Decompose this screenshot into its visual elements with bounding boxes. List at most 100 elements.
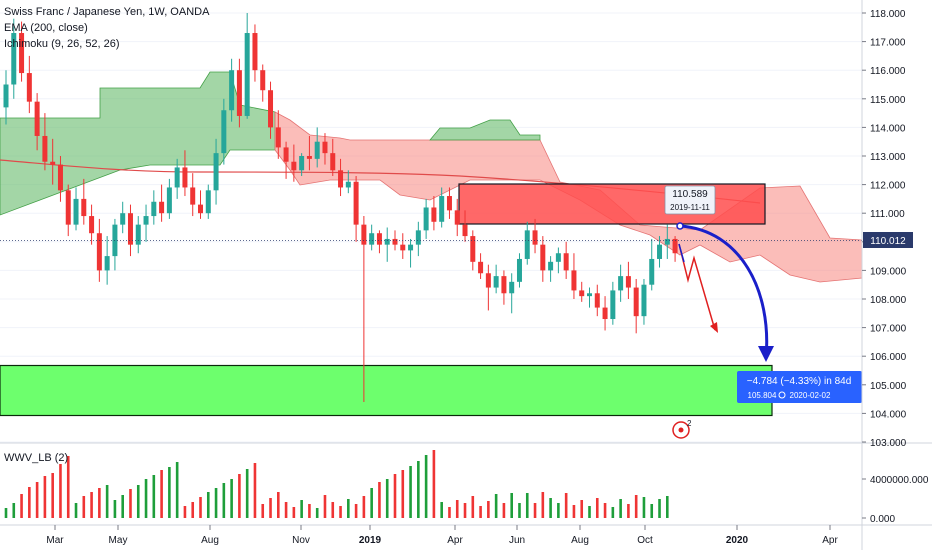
volume-bar [401,470,405,518]
time-axis[interactable]: Mar May Aug Nov 2019 Apr Jun Aug Oct 2020 Apr [46,525,838,546]
target-badge-icon[interactable]: 2 [672,419,692,439]
price-marker-date: 2019-11-11 [670,203,710,212]
time-tick-label: Nov [292,535,310,546]
candle-body [236,70,242,116]
time-tick-label: Apr [447,535,463,546]
volume-bar [494,494,498,518]
ichimoku-cloud [0,71,863,283]
candle-body [361,224,367,245]
volume-bar [603,503,607,518]
candle-body [454,210,460,225]
volume-bar [284,502,288,518]
candle-body [127,213,133,245]
price-tick-label: 112.000 [870,181,906,192]
candle-body [143,216,149,225]
price-tick-label: 114.000 [870,123,906,134]
volume-bar [222,483,226,518]
volume-bar [572,505,576,518]
candle-body [260,70,266,91]
candle-body [3,84,9,108]
forecast-arrow [679,224,769,359]
candle-body [485,273,491,288]
candle-body [540,244,546,271]
volume-bar [90,492,93,518]
candle-body [73,198,79,225]
volume-bar [362,496,366,518]
price-tick-label: 105.000 [870,381,907,392]
target-zone[interactable] [0,364,773,417]
volume-bar [432,450,436,518]
volume-bar [253,463,257,518]
time-tick-label: May [109,535,128,546]
candle-body [423,207,429,231]
ema-legend[interactable]: EMA (200, close) [4,22,88,34]
candle-body [205,190,211,214]
candle-body [618,276,624,291]
candle-body [548,261,554,271]
candle-body [571,270,577,291]
candle-body [120,213,126,225]
volume-bar [315,508,319,518]
volume-bar [471,496,475,518]
price-tick-label: 111.000 [870,209,905,220]
candle-body [470,236,476,262]
marker-point[interactable] [676,222,684,230]
volume-bar [642,497,646,518]
candle-body [283,147,289,162]
volume-bar [43,476,47,518]
candle-body [81,198,87,217]
candle-body [135,224,141,245]
volume-bar [308,504,311,518]
candle-body [610,290,616,320]
volume-bar [82,496,86,518]
candle-body [462,224,468,237]
candle-body [330,153,336,171]
candle-body [672,238,678,254]
volume-bar [28,487,31,518]
resistance-zone[interactable] [458,183,766,225]
measure-date: 2020-02-02 [790,391,831,400]
volume-bar [136,485,140,518]
volume-legend[interactable]: WWV_LB (2) [4,452,69,464]
price-marker-value: 110.589 [672,189,708,200]
price-tick-label: 106.000 [870,352,907,363]
candle-body [11,33,17,85]
candle-body [400,244,406,251]
candle-body [314,141,320,159]
volume-bar [292,507,296,518]
candle-body [664,238,670,245]
volume-bar [627,504,630,518]
volume-bar [487,501,490,518]
candle-body [338,170,344,188]
projection-path-2 [678,243,685,263]
volume-bar [417,461,420,518]
price-tick-label: 104.000 [870,409,907,420]
candle-body [182,167,188,188]
time-tick-label: Mar [46,535,64,546]
volume-bar [619,499,622,518]
ichimoku-legend[interactable]: Ichimoku (9, 26, 52, 26) [4,38,120,50]
cloud-bullish-area-2 [429,119,541,141]
volume-bar [206,492,210,518]
candle-body [555,253,561,262]
candle-body [213,153,219,191]
volume-bar [175,462,179,518]
volume-tick-label: 0.000 [870,514,895,525]
candle-body [478,261,484,274]
volume-bar [409,466,412,518]
symbol-title[interactable]: Swiss Franc / Japanese Yen, 1W, OANDA [4,6,210,18]
time-tick-label: Aug [571,535,589,546]
candle-body [649,258,655,285]
candle-body [306,156,312,159]
volume-bar [666,496,669,518]
volume-bar [564,493,568,518]
volume-bar [269,498,272,518]
volume-bar [129,489,132,518]
candle-body [516,258,522,282]
candle-body [104,256,110,271]
volume-bar [98,488,101,518]
volume-axis[interactable]: 4000000.000 0.000 [862,475,929,525]
volume-bar [74,503,78,518]
price-axis[interactable]: 118.000 117.000 116.000 115.000 114.000 113.0… [862,9,907,449]
